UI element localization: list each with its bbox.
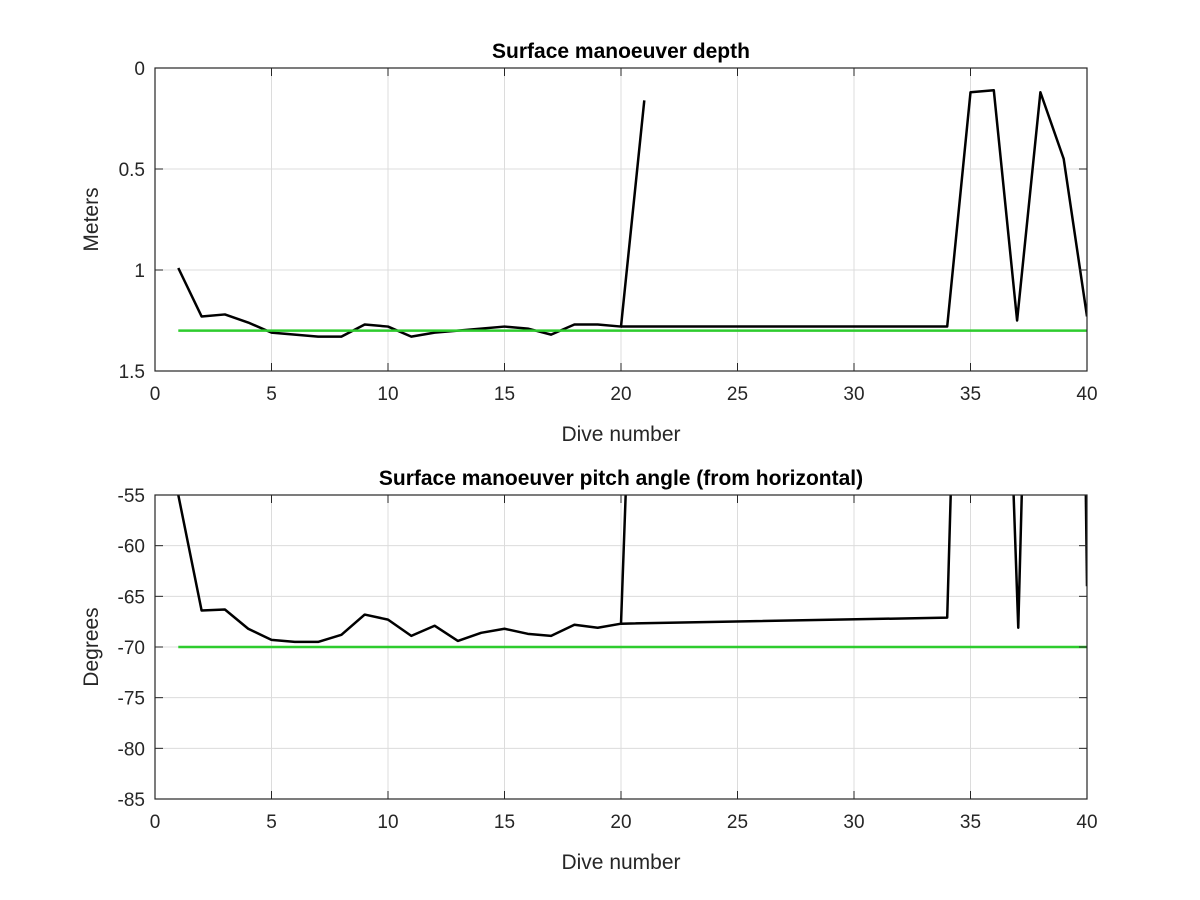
chart1-x-tick-label-6: 30: [843, 812, 864, 833]
chart1-y-tick-label-1: -60: [118, 537, 145, 558]
chart1-y-tick-label-3: -70: [118, 638, 145, 659]
chart1-y-tick-label-5: -80: [118, 739, 145, 760]
chart1-series-line-2: [1012, 495, 1024, 629]
chart1-x-tick-label-3: 15: [494, 812, 515, 833]
chart1-series-line-0: [177, 495, 627, 644]
chart0-x-tick-label-0: 0: [150, 384, 161, 405]
chart0-x-tick-label-4: 20: [610, 384, 631, 405]
chart1-y-tick-label-6: -85: [118, 790, 145, 811]
chart1-x-tick-label-8: 40: [1076, 812, 1097, 833]
chart0-x-tick-label-2: 10: [377, 384, 398, 405]
chart0-x-axis-label: Dive number: [561, 423, 680, 446]
chart1-y-axis-label: Degrees: [80, 607, 103, 686]
chart0-x-tick-label-1: 5: [266, 384, 277, 405]
depth-chart: 0 5 10 15 20 25 30 35 40 0 0.5 1 1.5 Surface manoeuve…: [80, 40, 1098, 446]
chart1-x-axis-label: Dive number: [561, 851, 680, 874]
chart1-x-tick-label-0: 0: [150, 812, 161, 833]
chart1-y-tick-label-0: -55: [118, 486, 145, 507]
chart1-y-tick-label-4: -75: [118, 689, 145, 710]
chart0-x-tick-label-5: 25: [727, 384, 748, 405]
chart0-series-line-1: [621, 88, 1087, 328]
pitch-chart: 0 5 10 15 20 25 30 35 40 -55 -60 -65 -70 -75 -80 -85 Sur…: [80, 467, 1098, 874]
chart1-title: Surface manoeuver pitch angle (from hori…: [379, 467, 863, 490]
chart0-x-tick-label-7: 35: [960, 384, 981, 405]
chart1-x-tick-label-2: 10: [377, 812, 398, 833]
chart1-x-tick-label-5: 25: [727, 812, 748, 833]
chart0-y-tick-label-0: 0: [134, 59, 145, 80]
chart0-y-tick-label-3: 1.5: [119, 362, 145, 383]
chart0-y-axis-label: Meters: [80, 187, 103, 251]
chart1-x-tick-label-1: 5: [266, 812, 277, 833]
chart1-y-tick-label-2: -65: [118, 587, 145, 608]
chart0-x-tick-label-3: 15: [494, 384, 515, 405]
chart0-x-tick-label-6: 30: [843, 384, 864, 405]
chart0-y-tick-label-1: 0.5: [119, 160, 145, 181]
chart1-x-tick-label-4: 20: [610, 812, 631, 833]
chart0-x-tick-label-8: 40: [1076, 384, 1097, 405]
chart0-y-tick-label-2: 1: [134, 261, 145, 282]
chart1-series-line-1: [620, 495, 952, 625]
chart0-title: Surface manoeuver depth: [492, 40, 750, 63]
chart0-series-line-0: [177, 100, 646, 338]
chart1-x-tick-label-7: 35: [960, 812, 981, 833]
